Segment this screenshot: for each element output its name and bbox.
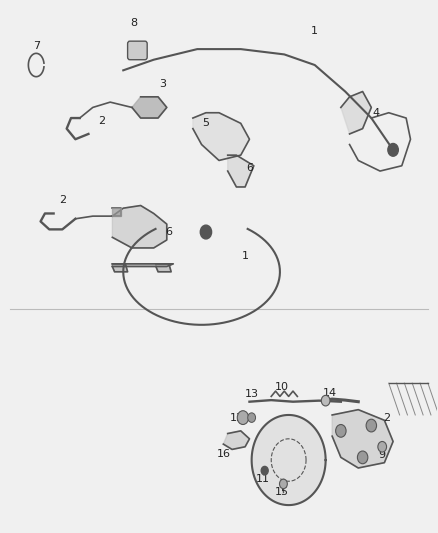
Text: 12: 12 bbox=[230, 413, 244, 423]
Text: 3: 3 bbox=[159, 78, 166, 88]
Polygon shape bbox=[332, 410, 393, 468]
Text: 13: 13 bbox=[245, 389, 259, 399]
Text: 11: 11 bbox=[255, 474, 269, 483]
Circle shape bbox=[357, 451, 368, 464]
Text: 2: 2 bbox=[383, 413, 390, 423]
Circle shape bbox=[200, 225, 212, 239]
Circle shape bbox=[261, 466, 268, 475]
Text: 5: 5 bbox=[202, 118, 209, 128]
Circle shape bbox=[237, 411, 249, 424]
Polygon shape bbox=[113, 206, 167, 248]
Polygon shape bbox=[113, 264, 173, 266]
Text: 8: 8 bbox=[131, 18, 138, 28]
Text: 7: 7 bbox=[33, 42, 40, 52]
Circle shape bbox=[388, 143, 398, 156]
Polygon shape bbox=[228, 155, 254, 187]
Text: 4: 4 bbox=[372, 108, 379, 118]
Polygon shape bbox=[341, 92, 371, 134]
Polygon shape bbox=[132, 97, 167, 118]
Text: 6: 6 bbox=[166, 227, 173, 237]
Text: 10: 10 bbox=[275, 382, 289, 392]
Text: 6: 6 bbox=[246, 164, 253, 173]
Circle shape bbox=[366, 419, 377, 432]
Text: 1: 1 bbox=[242, 251, 249, 261]
Polygon shape bbox=[252, 415, 325, 505]
Text: 15: 15 bbox=[275, 487, 289, 497]
Polygon shape bbox=[156, 264, 171, 272]
Text: 14: 14 bbox=[323, 387, 337, 398]
Polygon shape bbox=[223, 431, 250, 449]
Polygon shape bbox=[113, 264, 127, 272]
Circle shape bbox=[321, 395, 330, 406]
Text: 16: 16 bbox=[216, 449, 230, 459]
FancyBboxPatch shape bbox=[127, 41, 147, 60]
Text: 2: 2 bbox=[59, 195, 66, 205]
Circle shape bbox=[279, 479, 287, 489]
Text: 9: 9 bbox=[378, 450, 386, 460]
Circle shape bbox=[378, 441, 387, 452]
Polygon shape bbox=[193, 113, 250, 160]
Polygon shape bbox=[113, 208, 121, 216]
Text: 2: 2 bbox=[98, 116, 105, 126]
Text: 1: 1 bbox=[311, 26, 318, 36]
Circle shape bbox=[336, 424, 346, 437]
Circle shape bbox=[248, 413, 255, 422]
